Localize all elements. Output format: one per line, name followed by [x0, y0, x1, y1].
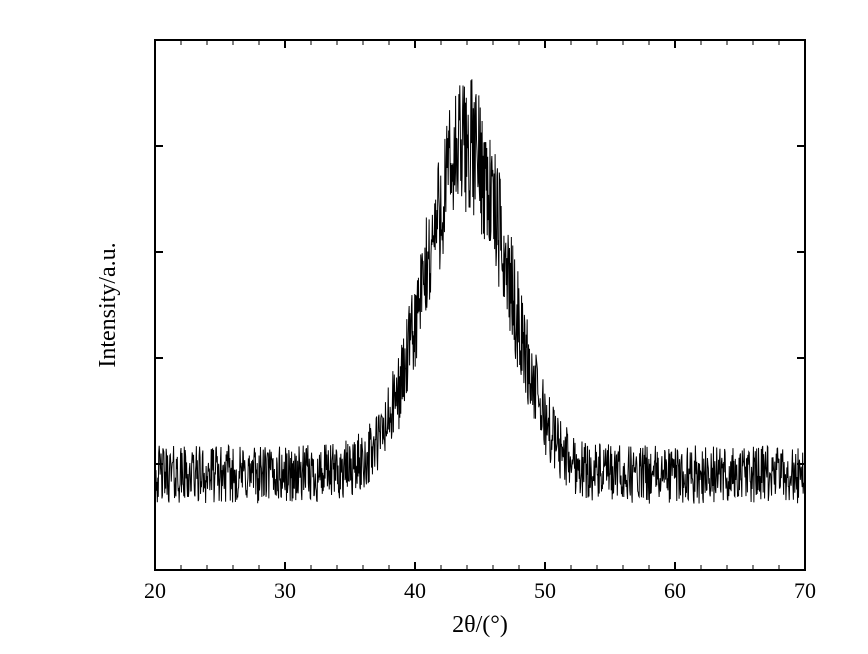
x-axis-label: 2θ/(°) — [452, 612, 508, 638]
x-tick-label: 60 — [664, 578, 686, 603]
x-tick-label: 20 — [144, 578, 166, 603]
xrd-chart: 20 30 40 50 60 70 2θ/(°) Intensity/a.u. — [0, 0, 868, 654]
x-tick-label: 50 — [534, 578, 556, 603]
x-tick-label: 30 — [274, 578, 296, 603]
x-tick-label: 40 — [404, 578, 426, 603]
x-tick-label: 70 — [794, 578, 816, 603]
y-axis-label: Intensity/a.u. — [95, 242, 121, 367]
